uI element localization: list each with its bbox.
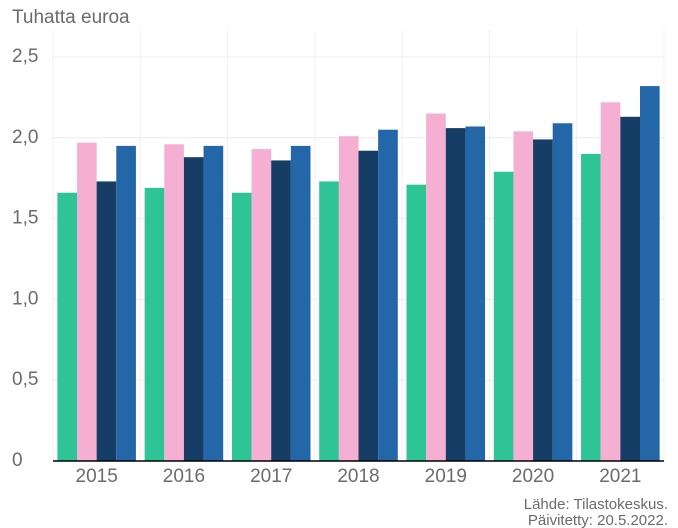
- y-tick-label: 2,5: [12, 46, 38, 67]
- bar: [144, 187, 165, 461]
- x-tick-label: 2021: [599, 466, 641, 487]
- bar: [116, 145, 136, 461]
- y-tick-label: 0: [12, 450, 23, 471]
- y-tick-label: 0,5: [12, 369, 38, 390]
- x-tick-label: 2018: [337, 466, 379, 487]
- bar: [581, 153, 601, 461]
- bar: [271, 160, 291, 461]
- bar: [77, 142, 97, 461]
- y-tick-label: 1,0: [12, 288, 38, 309]
- bar: [183, 157, 204, 461]
- bar: [639, 86, 660, 461]
- bar: [552, 123, 573, 462]
- bar: [251, 149, 272, 461]
- bar: [164, 144, 184, 461]
- x-tick-label: 2020: [512, 466, 554, 487]
- x-tick-label: 2015: [76, 466, 118, 487]
- bar: [493, 171, 514, 461]
- x-tick-label: 2017: [250, 466, 292, 487]
- bar: [513, 131, 534, 461]
- bar: [338, 136, 359, 461]
- bar: [231, 192, 252, 461]
- y-tick-label: 2,0: [12, 127, 38, 148]
- bar: [426, 113, 446, 461]
- x-tick-label: 2019: [425, 466, 467, 487]
- bar: [203, 145, 224, 461]
- bar: [445, 128, 466, 461]
- updated: Päivitetty: 20.5.2022.: [528, 512, 668, 528]
- axis-title: Tuhatta euroa: [12, 7, 130, 28]
- bar: [290, 145, 311, 461]
- bar: [406, 184, 427, 461]
- bar: [319, 181, 339, 461]
- bar: [533, 139, 553, 461]
- bar: [57, 192, 78, 461]
- bar: [96, 181, 117, 461]
- bar: [600, 102, 621, 462]
- source: Lähde: Tilastokeskus.: [524, 496, 668, 513]
- bar: [378, 129, 398, 461]
- bar: [465, 126, 486, 461]
- bar: [620, 116, 640, 462]
- bar: [358, 150, 379, 461]
- y-tick-label: 1,5: [12, 208, 38, 229]
- x-tick-label: 2016: [163, 466, 205, 487]
